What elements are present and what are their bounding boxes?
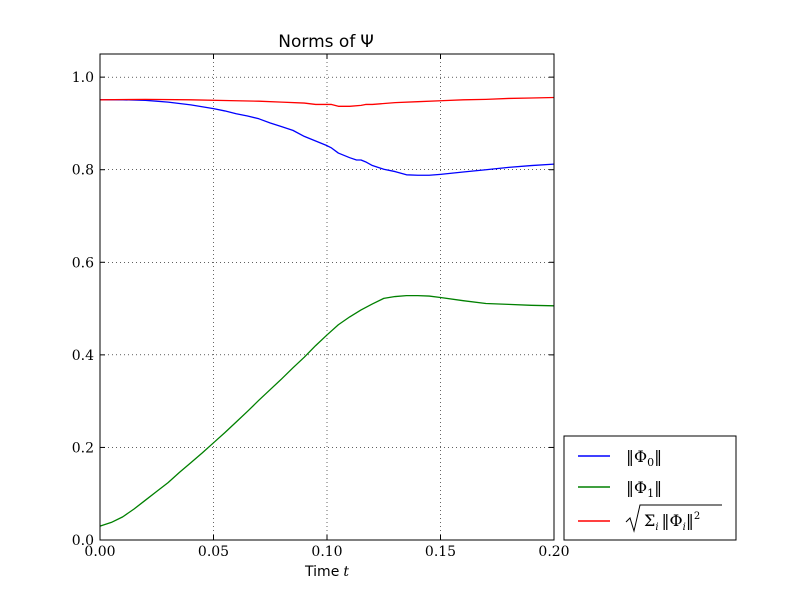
chart-title-symbol: Ψ bbox=[360, 32, 373, 52]
svg-text:Σi‖Φi‖2: Σi ‖Φi‖2 bbox=[644, 511, 700, 533]
series-line-total bbox=[99, 96, 555, 107]
x-axis-label: Time t bbox=[304, 564, 349, 580]
legend-box bbox=[563, 435, 737, 541]
x-axis-label-symbol: t bbox=[343, 564, 349, 580]
legend-label-phi0: ‖Φ0‖ bbox=[626, 447, 662, 469]
axis-ticks: 0.00 0.05 0.10 0.15 0.20 0.0 0.2 0.4 0.6 0.8 1.0 bbox=[72, 54, 570, 560]
x-tick-label: 0.10 bbox=[311, 544, 342, 560]
x-axis-label-text: Time bbox=[304, 564, 339, 580]
y-tick-label: 0.8 bbox=[72, 163, 94, 179]
y-tick-label: 1.0 bbox=[72, 70, 94, 86]
y-tick-label: 0.4 bbox=[72, 348, 94, 364]
x-tick-label: 0.15 bbox=[425, 544, 456, 560]
series-line-phi0 bbox=[100, 99, 555, 176]
legend-label-phi1: ‖Φ1‖ bbox=[626, 478, 662, 500]
chart-title-text: Norms of bbox=[278, 32, 356, 52]
chart-title: Norms of Ψ bbox=[278, 32, 373, 52]
x-tick-label: 0.20 bbox=[538, 544, 569, 560]
x-tick-label: 0.00 bbox=[84, 544, 115, 560]
x-tick-label: 0.05 bbox=[198, 544, 229, 560]
grid bbox=[100, 54, 554, 540]
legend: ‖Φ0‖ ‖Φ1‖ Σi ‖Φi‖2 bbox=[563, 435, 737, 541]
plot-lines bbox=[99, 96, 555, 527]
y-tick-label: 0.0 bbox=[72, 533, 94, 549]
y-tick-label: 0.6 bbox=[72, 255, 94, 271]
y-tick-label: 0.2 bbox=[72, 440, 94, 456]
series-line-phi1 bbox=[99, 294, 555, 527]
